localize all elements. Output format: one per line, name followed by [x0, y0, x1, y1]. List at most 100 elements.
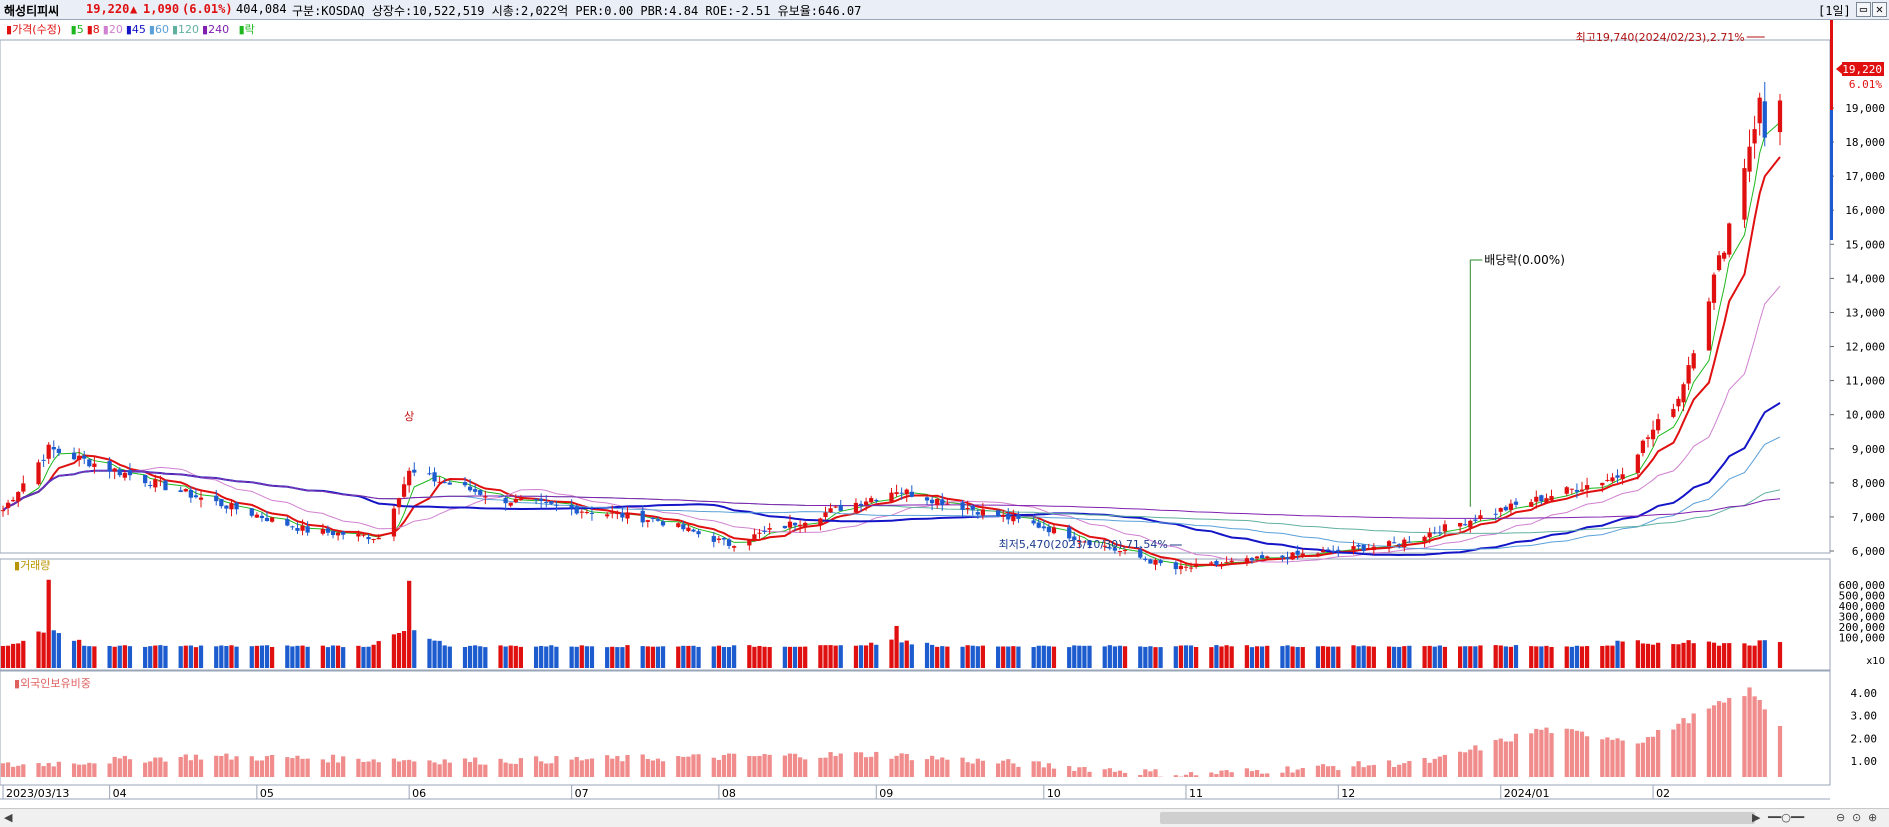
foreign-ratio-bar	[762, 754, 766, 777]
volume-bar	[1676, 644, 1680, 668]
candle-body	[1529, 502, 1533, 507]
candle-body	[889, 493, 893, 502]
candle-body	[656, 519, 660, 521]
legend-ma-45: ▮45	[126, 23, 146, 36]
candle-body	[1367, 548, 1371, 549]
price-tick-label: 19,000	[1845, 102, 1885, 115]
candle-body	[717, 539, 721, 540]
foreign-ratio-bar	[463, 758, 467, 777]
horizontal-scrollbar[interactable]: ◀ ▶ ━━○━━ ⊖ ⊙ ⊕	[0, 808, 1889, 827]
volume-bar	[1641, 643, 1645, 668]
volume-bar	[1356, 646, 1360, 668]
foreign-ratio-bar	[1153, 769, 1157, 777]
close-button[interactable]: ✕	[1872, 2, 1887, 17]
candle-body	[605, 514, 609, 516]
foreign-ratio-bar	[1118, 771, 1122, 777]
candle-body	[1219, 564, 1223, 566]
foreign-ratio-bar	[1103, 769, 1107, 777]
volume-bar	[803, 647, 807, 668]
zoom-in-icon[interactable]: ⊕	[1868, 811, 1877, 824]
foreign-ratio-bar	[1067, 766, 1071, 777]
scroll-thumb[interactable]	[1160, 812, 1755, 824]
foreign-ratio-bar	[1529, 733, 1533, 777]
candle-body	[47, 445, 51, 459]
candle-body	[448, 483, 452, 485]
volume-bar	[580, 645, 584, 668]
foreign-ratio-bar	[1326, 766, 1330, 777]
volume-bar	[930, 645, 934, 668]
volume-bar	[1321, 646, 1325, 668]
scroll-left-icon[interactable]: ◀	[4, 811, 12, 824]
candle-body	[1153, 560, 1157, 565]
candle-body	[331, 531, 335, 535]
foreign-ratio-bar	[473, 758, 477, 777]
foreign-ratio-bar	[1549, 733, 1553, 777]
candle-body	[686, 528, 690, 531]
volume-bar	[443, 645, 447, 668]
foreign-ratio-bar	[179, 757, 183, 777]
volume-bar	[1499, 645, 1503, 668]
volume-bar	[1585, 646, 1589, 668]
period-selector[interactable]: [1일]	[1818, 2, 1851, 19]
volume-bar	[1067, 647, 1071, 668]
volume-bar	[981, 646, 985, 668]
volume-bar	[1778, 642, 1782, 668]
foreign-ratio-bar	[52, 766, 56, 777]
candle-body	[661, 521, 665, 525]
foreign-ratio-bar	[234, 756, 238, 777]
volume-bar	[1433, 647, 1437, 668]
candle-body	[727, 539, 731, 546]
foreign-ratio-bar	[1494, 740, 1498, 777]
foreign-ratio-bar	[1478, 750, 1482, 777]
legend-price: ▮가격(수정)	[6, 23, 64, 36]
volume-bar	[1605, 646, 1609, 668]
legend-ma-60: ▮60	[149, 23, 169, 36]
volume-bar	[341, 647, 345, 668]
volume-bar	[651, 647, 655, 668]
foreign-tick-label: 2.00	[1851, 732, 1878, 745]
candle-body	[1575, 490, 1579, 492]
candle-body	[377, 538, 381, 539]
candle-body	[1052, 527, 1056, 533]
candle-body	[1585, 485, 1589, 490]
x-tick-label: 05	[260, 787, 274, 800]
volume-bar	[1367, 646, 1371, 668]
zoom-slider[interactable]: ━━○━━	[1768, 811, 1804, 824]
foreign-ratio-bar	[427, 760, 431, 777]
zoom-out-icon[interactable]: ⊖	[1836, 811, 1845, 824]
volume-bar	[412, 630, 416, 668]
candle-body	[1331, 551, 1335, 552]
candle-body	[1428, 533, 1432, 538]
legend-drop: ▮락	[239, 23, 258, 36]
candle-body	[184, 489, 188, 491]
foreign-ratio-bar	[1468, 750, 1472, 777]
candle-body	[1509, 504, 1513, 510]
candle-body	[326, 528, 330, 532]
volume-bar	[1636, 640, 1640, 668]
candle-body	[113, 468, 117, 471]
volume-bar	[300, 646, 304, 668]
chart-area[interactable]: 19,00018,00017,00016,00015,00014,00013,0…	[0, 20, 1889, 808]
foreign-ratio-bar	[1301, 768, 1305, 777]
upper-limit-mark: 상	[404, 410, 414, 423]
up-arrow-icon: ▲	[130, 2, 137, 16]
foreign-ratio-bar	[36, 763, 40, 777]
foreign-ratio-bar	[77, 765, 81, 777]
minimize-button[interactable]: ▭	[1856, 2, 1871, 17]
scroll-right-icon[interactable]: ▶	[1752, 811, 1760, 824]
volume-bar	[57, 633, 61, 668]
candle-body	[1356, 545, 1360, 547]
candle-body	[397, 498, 401, 507]
zoom-reset-icon[interactable]: ⊙	[1852, 811, 1861, 824]
candle-body	[107, 461, 111, 471]
x-tick-label: 09	[879, 787, 893, 800]
candle-body	[1372, 547, 1376, 550]
volume-bar	[224, 646, 228, 668]
foreign-ratio-bar	[1544, 728, 1548, 777]
foreign-ratio-bar	[1742, 696, 1746, 777]
volume-bar	[72, 641, 76, 668]
foreign-ratio-bar	[1615, 738, 1619, 777]
foreign-ratio-bar	[285, 757, 289, 777]
foreign-ratio-bar	[1402, 763, 1406, 777]
volume-bar	[641, 646, 645, 668]
